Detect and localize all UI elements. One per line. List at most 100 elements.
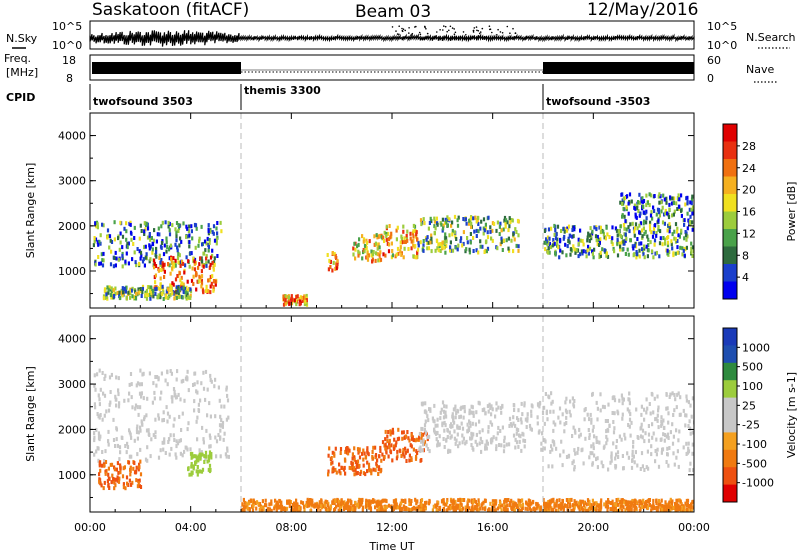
heatmap-cell (292, 298, 295, 303)
heatmap-cell (189, 287, 192, 292)
heatmap-cell (377, 467, 380, 472)
heatmap-cell (174, 452, 177, 457)
heatmap-cell (485, 239, 488, 244)
heatmap-cell (441, 217, 444, 222)
heatmap-cell (588, 233, 592, 238)
heatmap-cell (375, 463, 378, 468)
heatmap-cell (450, 248, 453, 253)
heatmap-cell (252, 499, 256, 504)
heatmap-cell (327, 469, 330, 474)
heatmap-cell (669, 503, 672, 508)
heatmap-cell (324, 506, 327, 511)
heatmap-cell (351, 507, 354, 512)
heatmap-cell (125, 229, 128, 234)
heatmap-cell (205, 263, 208, 268)
heatmap-cell (555, 499, 558, 504)
heatmap-cell (679, 505, 682, 510)
heatmap-cell (216, 254, 219, 258)
heatmap-cell (159, 295, 162, 300)
heatmap-cell (374, 505, 377, 510)
heatmap-cell (102, 486, 105, 491)
heatmap-cell (606, 504, 610, 509)
heatmap-cell (609, 501, 612, 505)
heatmap-cell (684, 202, 687, 207)
heatmap-cell (490, 439, 493, 444)
heatmap-cell (530, 427, 533, 432)
heatmap-cell (477, 498, 480, 503)
heatmap-cell (353, 457, 356, 462)
heatmap-cell (189, 251, 192, 256)
heatmap-cell (441, 228, 444, 233)
heatmap-cell (264, 503, 267, 507)
heatmap-cell (119, 470, 122, 475)
heatmap-cell (419, 458, 422, 463)
heatmap-cell (526, 416, 529, 421)
ytick-label: 1000 (58, 265, 86, 278)
heatmap-cell (245, 501, 248, 506)
heatmap-cell (480, 449, 483, 454)
heatmap-cell (508, 424, 511, 428)
heatmap-cell (513, 501, 516, 506)
heatmap-cell (146, 445, 149, 450)
ytick-label: 4000 (58, 130, 86, 143)
heatmap-cell (691, 205, 694, 210)
heatmap-cell (481, 244, 484, 249)
heatmap-cell (318, 500, 321, 505)
heatmap-cell (114, 483, 117, 488)
colorbar-tick-label: 16 (742, 206, 756, 219)
heatmap-cell (363, 249, 366, 254)
heatmap-cell (561, 250, 564, 255)
heatmap-cell (422, 503, 425, 508)
heatmap-cell (632, 454, 635, 459)
heatmap-cell (268, 507, 271, 512)
heatmap-cell (401, 452, 405, 457)
heatmap-cell (394, 505, 397, 510)
heatmap-cell (668, 500, 671, 505)
heatmap-cell (676, 207, 679, 211)
heatmap-cell (655, 212, 658, 217)
heatmap-cell (366, 446, 369, 451)
heatmap-cell (226, 398, 230, 403)
heatmap-cell (514, 445, 517, 450)
heatmap-cell (402, 255, 405, 260)
heatmap-cell (522, 438, 525, 443)
heatmap-cell (610, 451, 613, 456)
heatmap-cell (607, 402, 610, 407)
heatmap-cell (128, 391, 131, 396)
heatmap-cell (408, 458, 411, 463)
heatmap-cell (176, 248, 179, 253)
heatmap-cell (195, 458, 198, 462)
heatmap-cell (358, 500, 361, 504)
heatmap-cell (193, 408, 196, 413)
heatmap-cell (196, 380, 199, 385)
heatmap-cell (394, 498, 397, 503)
heatmap-cell (146, 396, 149, 401)
heatmap-cell (146, 235, 150, 240)
heatmap-cell (221, 420, 225, 425)
heatmap-cell (417, 243, 420, 248)
colorbar-swatch (723, 194, 737, 212)
heatmap-cell (387, 249, 391, 254)
heatmap-cell (637, 436, 640, 440)
heatmap-cell (153, 261, 156, 266)
heatmap-cell (340, 465, 343, 470)
heatmap-cell (529, 426, 532, 431)
heatmap-cell (621, 213, 624, 218)
heatmap-cell (121, 474, 125, 479)
heatmap-cell (353, 241, 356, 246)
heatmap-cell (577, 242, 580, 247)
heatmap-cell (94, 405, 97, 410)
heatmap-cell (220, 418, 223, 423)
heatmap-cell (543, 508, 546, 512)
heatmap-cell (647, 505, 650, 510)
heatmap-cell (110, 462, 114, 467)
heatmap-cell (498, 224, 501, 229)
heatmap-cell (185, 296, 188, 301)
heatmap-cell (428, 407, 431, 412)
heatmap-cell (627, 225, 630, 230)
heatmap-cell (376, 252, 379, 257)
heatmap-cell (350, 466, 353, 471)
heatmap-cell (626, 194, 629, 199)
heatmap-cell (606, 232, 609, 237)
